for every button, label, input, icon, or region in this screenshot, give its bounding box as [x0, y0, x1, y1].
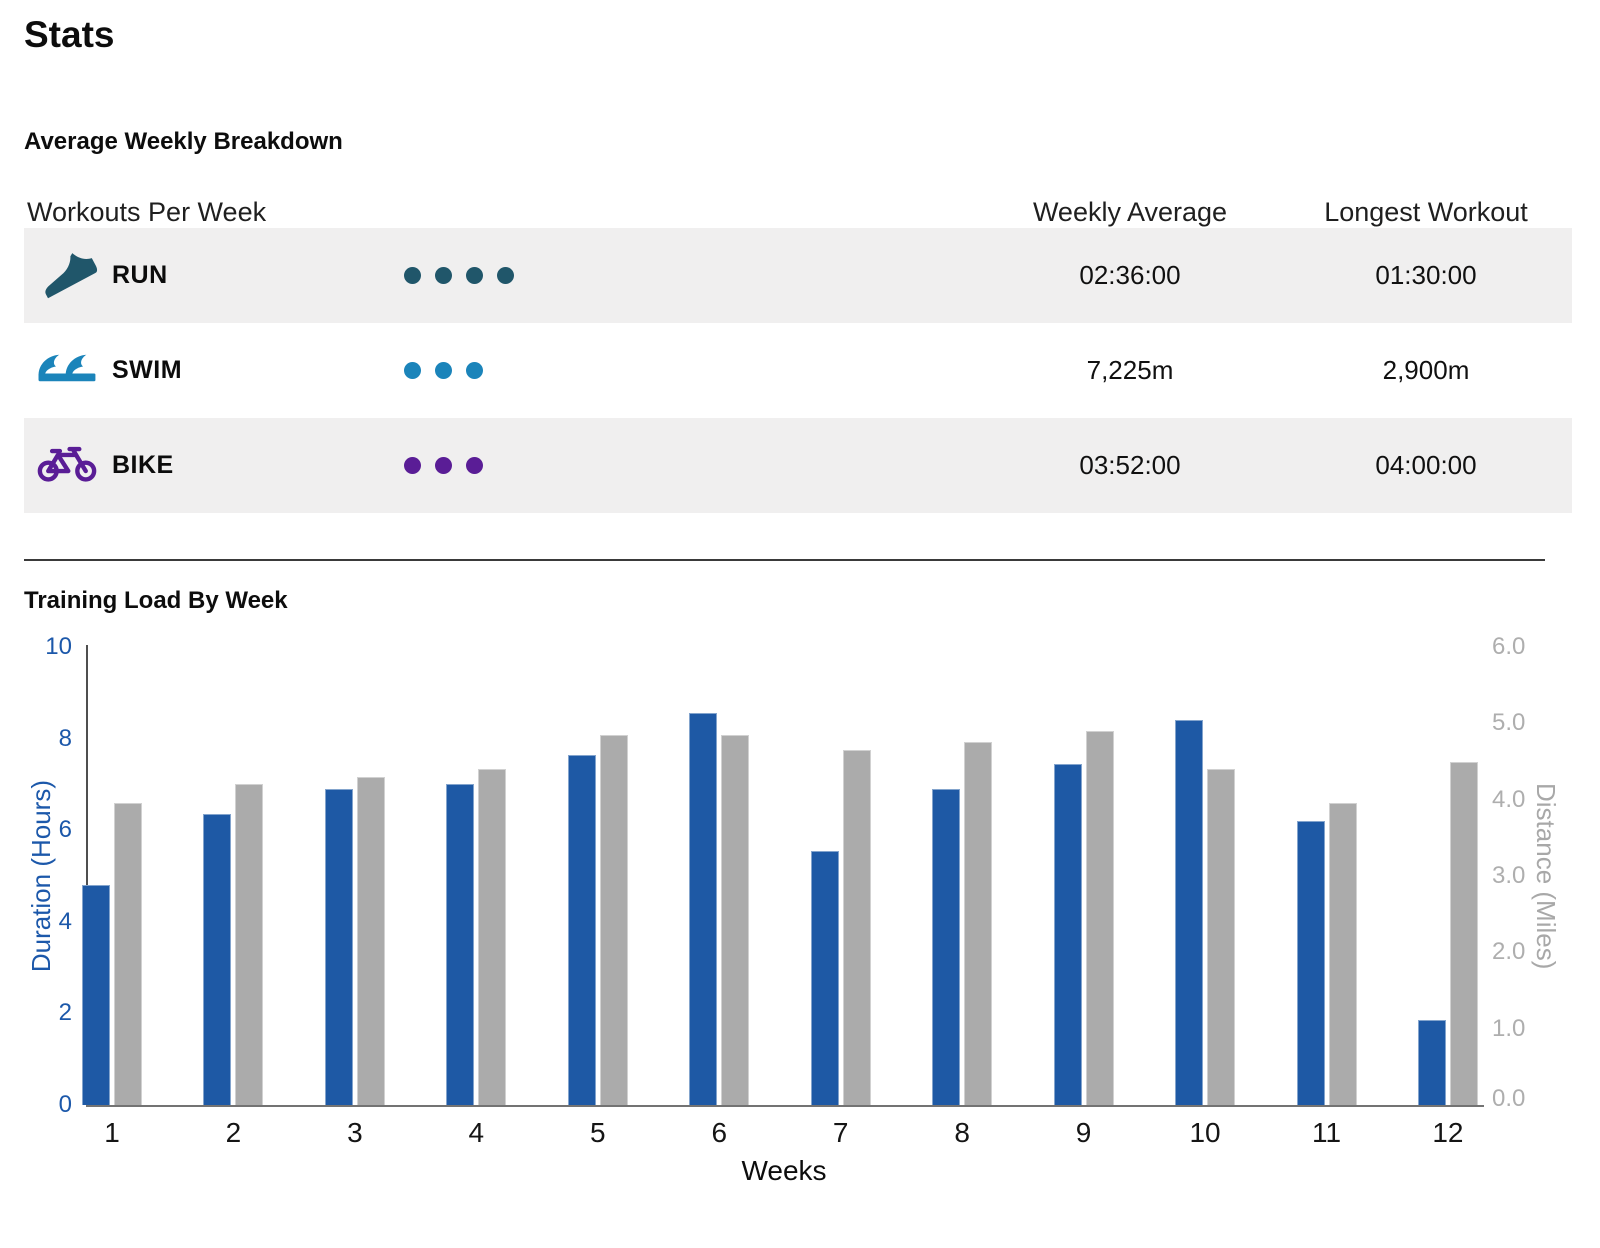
distance-bar — [964, 742, 993, 1105]
distance-bar — [842, 750, 871, 1105]
column-header-weekly-average: Weekly Average — [1032, 197, 1228, 227]
sport-label: SWIM — [112, 356, 183, 384]
week-tick-label: 12 — [1432, 1117, 1464, 1148]
duration-bar — [1417, 1020, 1446, 1105]
plot-area — [82, 647, 1480, 1105]
distance-bar — [114, 803, 142, 1105]
duration-bar — [1296, 821, 1325, 1105]
left-axis-tick: 8 — [58, 724, 72, 752]
duration-bar — [1175, 720, 1204, 1105]
x-axis-line — [86, 1105, 1484, 1107]
distance-bar — [721, 734, 750, 1105]
table-row: BIKE 03:52:00 04:00:00 — [24, 418, 1572, 513]
section-divider — [24, 559, 1545, 561]
column-header-workouts-per-week: Workouts Per Week — [27, 197, 267, 227]
left-axis-tick: 2 — [58, 999, 72, 1027]
sport-label: BIKE — [112, 451, 174, 479]
right-axis-tick: 2.0 — [1492, 938, 1526, 966]
duration-bar — [203, 814, 232, 1105]
longest-workout-value: 01:30:00 — [1375, 260, 1477, 290]
longest-workout-value: 2,900m — [1382, 355, 1470, 385]
left-axis-title: Duration (Hours) — [26, 779, 56, 973]
right-axis-title: Distance (Miles) — [1531, 782, 1561, 970]
chart-heading: Training Load By Week — [24, 587, 288, 614]
left-axis-tick: 10 — [45, 633, 72, 660]
right-axis-tick: 1.0 — [1492, 1014, 1526, 1042]
sport-cell: RUN — [24, 246, 404, 305]
y-axis-line — [86, 645, 88, 1107]
breakdown-heading: Average Weekly Breakdown — [24, 128, 343, 155]
right-axis-tick: 6.0 — [1492, 633, 1526, 660]
table-row: RUN 02:36:00 01:30:00 — [24, 228, 1572, 323]
week-tick-label: 9 — [1075, 1117, 1092, 1148]
workout-dot — [404, 267, 421, 284]
week-tick-label: 1 — [104, 1117, 120, 1148]
distance-bar — [478, 769, 507, 1105]
workout-dot — [435, 267, 452, 284]
week-tick-label: 8 — [954, 1117, 970, 1148]
weekly-average-value: 02:36:00 — [1079, 260, 1181, 290]
workouts-per-week-dots — [404, 267, 980, 284]
week-tick-label: 2 — [225, 1117, 242, 1148]
duration-bar — [446, 784, 475, 1105]
week-tick-label: 6 — [711, 1117, 728, 1148]
right-axis-tick: 3.0 — [1492, 862, 1526, 889]
weekly-average-value: 03:52:00 — [1079, 450, 1181, 480]
bicycle-icon — [36, 436, 98, 495]
right-axis-tick: 5.0 — [1492, 709, 1526, 737]
right-axis-tick: 0.0 — [1492, 1085, 1526, 1112]
week-tick-label: 7 — [832, 1117, 849, 1148]
page-title: Stats — [24, 14, 115, 55]
workouts-per-week-dots — [404, 362, 980, 379]
duration-bar — [810, 850, 839, 1105]
workout-dot — [435, 457, 452, 474]
sport-cell: BIKE — [24, 436, 404, 495]
training-load-chart: Duration (Hours) Distance (Miles) Weeks … — [24, 615, 1572, 1213]
distance-bar — [1328, 803, 1357, 1105]
week-tick-label: 11 — [1311, 1117, 1342, 1148]
left-axis-tick: 0 — [58, 1091, 72, 1118]
duration-bar — [932, 788, 961, 1105]
workout-dot — [466, 362, 483, 379]
table-row: SWIM 7,225m 2,900m — [24, 323, 1572, 418]
distance-bar — [356, 776, 385, 1105]
distance-bar — [1207, 769, 1236, 1105]
table-body: RUN 02:36:00 01:30:00 SWIM 7,225m 2,900m BIKE 0… — [24, 228, 1572, 513]
workout-dot — [404, 457, 421, 474]
week-tick-label: 3 — [347, 1117, 363, 1148]
distance-bar — [599, 734, 628, 1105]
right-axis-tick: 4.0 — [1492, 785, 1526, 813]
table-header-row: Workouts Per Week Weekly Average Longest… — [24, 186, 1572, 228]
longest-workout-value: 04:00:00 — [1375, 450, 1477, 480]
left-axis-tick: 6 — [58, 816, 72, 844]
duration-bar — [689, 713, 718, 1105]
week-tick-label: 4 — [468, 1117, 485, 1148]
distance-bar — [1449, 761, 1478, 1105]
weekly-breakdown-table: Workouts Per Week Weekly Average Longest… — [24, 186, 1572, 513]
workout-dot — [466, 457, 483, 474]
x-axis-title: Weeks — [741, 1155, 827, 1186]
running-shoe-icon — [36, 246, 98, 305]
duration-bar — [1053, 763, 1082, 1105]
workout-dot — [404, 362, 421, 379]
week-tick-label: 10 — [1189, 1117, 1221, 1148]
workout-dot — [435, 362, 452, 379]
workout-dot — [497, 267, 514, 284]
left-axis-tick: 4 — [58, 907, 72, 935]
sport-cell: SWIM — [24, 341, 404, 400]
duration-bar — [567, 754, 596, 1105]
duration-bar — [82, 885, 110, 1105]
wave-icon — [36, 341, 98, 400]
distance-bar — [1085, 730, 1114, 1105]
distance-bar — [235, 784, 264, 1105]
duration-bar — [324, 788, 353, 1105]
workout-dot — [466, 267, 483, 284]
workouts-per-week-dots — [404, 457, 980, 474]
sport-label: RUN — [112, 261, 168, 289]
column-header-longest-workout: Longest Workout — [1324, 197, 1528, 227]
weekly-average-value: 7,225m — [1086, 355, 1174, 385]
week-tick-label: 5 — [590, 1117, 606, 1148]
